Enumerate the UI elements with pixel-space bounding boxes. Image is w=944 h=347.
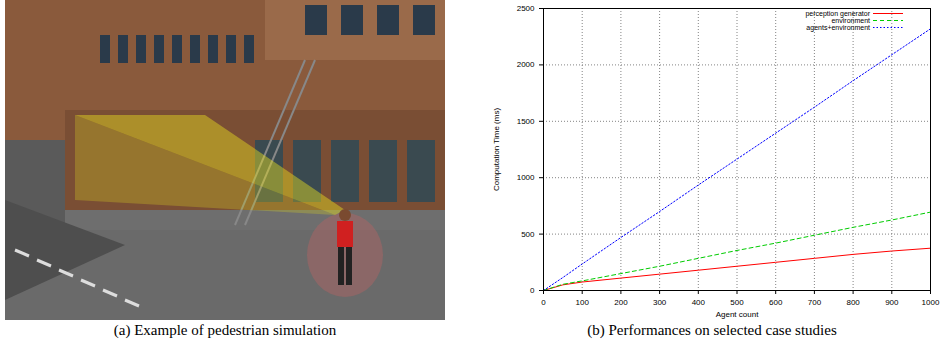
html-text:agents+environment: agents+environment	[806, 24, 870, 31]
svg-text:300: 300	[653, 298, 667, 307]
html-text:(b) Performances on selected c: (b) Performances on selected case studie…	[587, 322, 837, 338]
svg-text:100: 100	[576, 298, 590, 307]
svg-text:800: 800	[846, 298, 860, 307]
svg-text:Computation Time (ms): Computation Time (ms)	[492, 108, 501, 191]
html-text:environment: environment	[831, 17, 870, 24]
svg-text:200: 200	[614, 298, 628, 307]
svg-text:400: 400	[692, 298, 706, 307]
svg-text:1000: 1000	[517, 173, 535, 182]
svg-text:2500: 2500	[517, 4, 535, 13]
html-text:(a) Example of pedestrian simu: (a) Example of pedestrian simulation	[113, 322, 337, 338]
svg-text:0: 0	[530, 286, 535, 295]
svg-text:500: 500	[730, 298, 744, 307]
svg-text:900: 900	[885, 298, 899, 307]
svg-text:500: 500	[521, 230, 535, 239]
svg-text:1500: 1500	[517, 117, 535, 126]
svg-text:700: 700	[808, 298, 822, 307]
svg-text:Agent count: Agent count	[716, 310, 759, 319]
svg-text:2000: 2000	[517, 60, 535, 69]
svg-text:0: 0	[541, 298, 546, 307]
svg-text:600: 600	[769, 298, 783, 307]
html-text:perception generator: perception generator	[805, 10, 870, 17]
svg-text:1000: 1000	[922, 298, 940, 307]
